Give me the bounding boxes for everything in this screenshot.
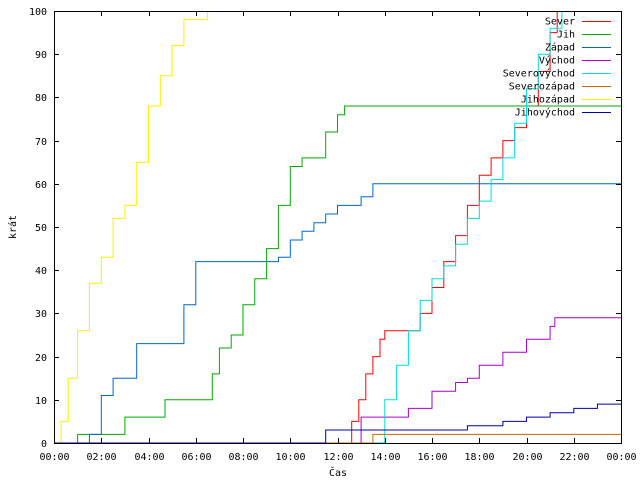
x-tick-label: 02:00 — [86, 452, 116, 463]
legend-label: Severozápad — [509, 81, 575, 93]
legend-label: Severovýchod — [503, 68, 575, 80]
y-tick-label: 30 — [35, 309, 47, 320]
x-tick-label: 16:00 — [417, 452, 447, 463]
x-tick-label: 12:00 — [323, 452, 353, 463]
legend-label: Jihozápad — [521, 94, 575, 106]
y-tick-label: 80 — [35, 93, 47, 104]
series-line-3 — [54, 317, 621, 443]
x-tick-label: 18:00 — [464, 452, 494, 463]
x-tick-label: 08:00 — [228, 452, 258, 463]
y-tick-label: 70 — [35, 137, 47, 148]
series-layer — [54, 11, 621, 443]
y-tick-label: 90 — [35, 50, 47, 61]
x-tick-label: 00:00 — [39, 452, 69, 463]
ticks-layer: 00:00 02:00 04:00 06:00 08:00 10:00 12:00 14:00… — [29, 7, 637, 463]
x-tick-label: 06:00 — [181, 452, 211, 463]
y-tick-label: 40 — [35, 266, 47, 277]
legend-label: Západ — [545, 42, 575, 54]
x-tick-label: 14:00 — [370, 452, 400, 463]
y-tick-label: 20 — [35, 353, 47, 364]
legend-label: Jih — [557, 30, 575, 41]
legend-label: Sever — [545, 17, 575, 28]
x-tick-label: 20:00 — [512, 452, 542, 463]
series-line-1 — [54, 105, 621, 443]
x-tick-label: 00:00 — [606, 452, 636, 463]
y-tick-label: 0 — [41, 439, 47, 450]
series-line-7 — [54, 403, 621, 443]
series-line-5 — [54, 433, 621, 443]
y-tick-label: 10 — [35, 396, 47, 407]
x-tick-label: 10:00 — [275, 452, 305, 463]
series-line-6 — [54, 11, 209, 443]
x-axis-title: Čas — [329, 466, 347, 479]
series-line-2 — [54, 183, 621, 443]
x-tick-label: 22:00 — [559, 452, 589, 463]
y-tick-label: 60 — [35, 180, 47, 191]
series-line-4 — [54, 11, 621, 443]
legend-label: Jihovýchod — [515, 107, 575, 119]
y-axis-title: krát — [7, 215, 19, 239]
x-tick-label: 04:00 — [134, 452, 164, 463]
legend-label: Východ — [539, 55, 575, 67]
y-tick-label: 100 — [29, 7, 47, 18]
legend: Sever JihZápadVýchodSeverovýchodSeverozáp… — [503, 17, 611, 119]
y-tick-label: 50 — [35, 223, 47, 234]
